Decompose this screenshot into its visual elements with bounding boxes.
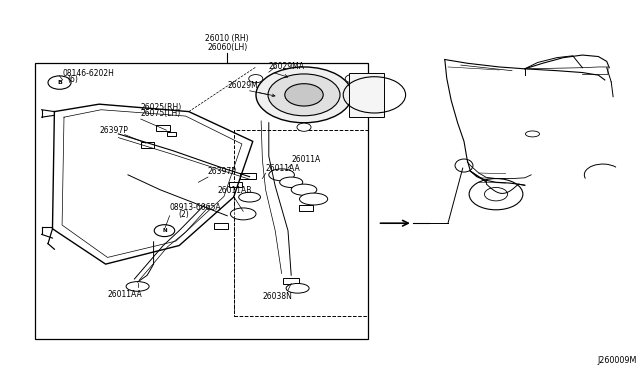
Bar [35,63,368,339]
Text: B: B [57,80,62,85]
Ellipse shape [300,193,328,205]
Ellipse shape [291,184,317,195]
Circle shape [249,74,263,83]
Text: (6): (6) [67,76,78,84]
Bar [349,73,384,117]
Bar [214,223,228,229]
Text: 26011AB: 26011AB [218,186,252,195]
Text: 26011AA: 26011AA [108,290,142,299]
Ellipse shape [280,177,303,187]
Text: 26011AA: 26011AA [266,164,300,173]
Text: 26010 (RH): 26010 (RH) [205,34,249,43]
Ellipse shape [230,208,256,220]
Text: 26397P: 26397P [99,126,128,135]
Bar [234,130,368,316]
Bar [166,131,177,136]
Circle shape [154,225,175,237]
Text: 26029M: 26029M [227,81,258,90]
Text: N: N [162,228,167,233]
Text: J260009M: J260009M [597,356,637,365]
Text: 26011A: 26011A [291,155,321,164]
Bar [299,205,313,211]
Bar [141,142,154,148]
Circle shape [297,123,311,131]
Circle shape [48,76,71,89]
Ellipse shape [286,283,309,293]
Text: 26025(RH): 26025(RH) [141,103,182,112]
Text: (2): (2) [178,210,189,219]
Circle shape [285,84,323,106]
Bar [241,173,256,179]
Text: 26060(LH): 26060(LH) [207,43,247,52]
Bar [283,278,300,284]
Text: 26075(LH): 26075(LH) [141,109,181,118]
Circle shape [268,74,340,116]
Ellipse shape [126,282,149,291]
Text: 26029MA: 26029MA [269,62,305,71]
Text: 26038N: 26038N [262,292,292,301]
Text: 08913-6065A: 08913-6065A [170,203,221,212]
Text: 26397P: 26397P [208,167,237,176]
Ellipse shape [269,169,294,181]
Bar [156,125,170,131]
Circle shape [345,74,359,83]
Circle shape [256,67,352,123]
Bar [229,182,242,187]
Ellipse shape [239,192,260,202]
Text: 08146-6202H: 08146-6202H [63,69,115,78]
